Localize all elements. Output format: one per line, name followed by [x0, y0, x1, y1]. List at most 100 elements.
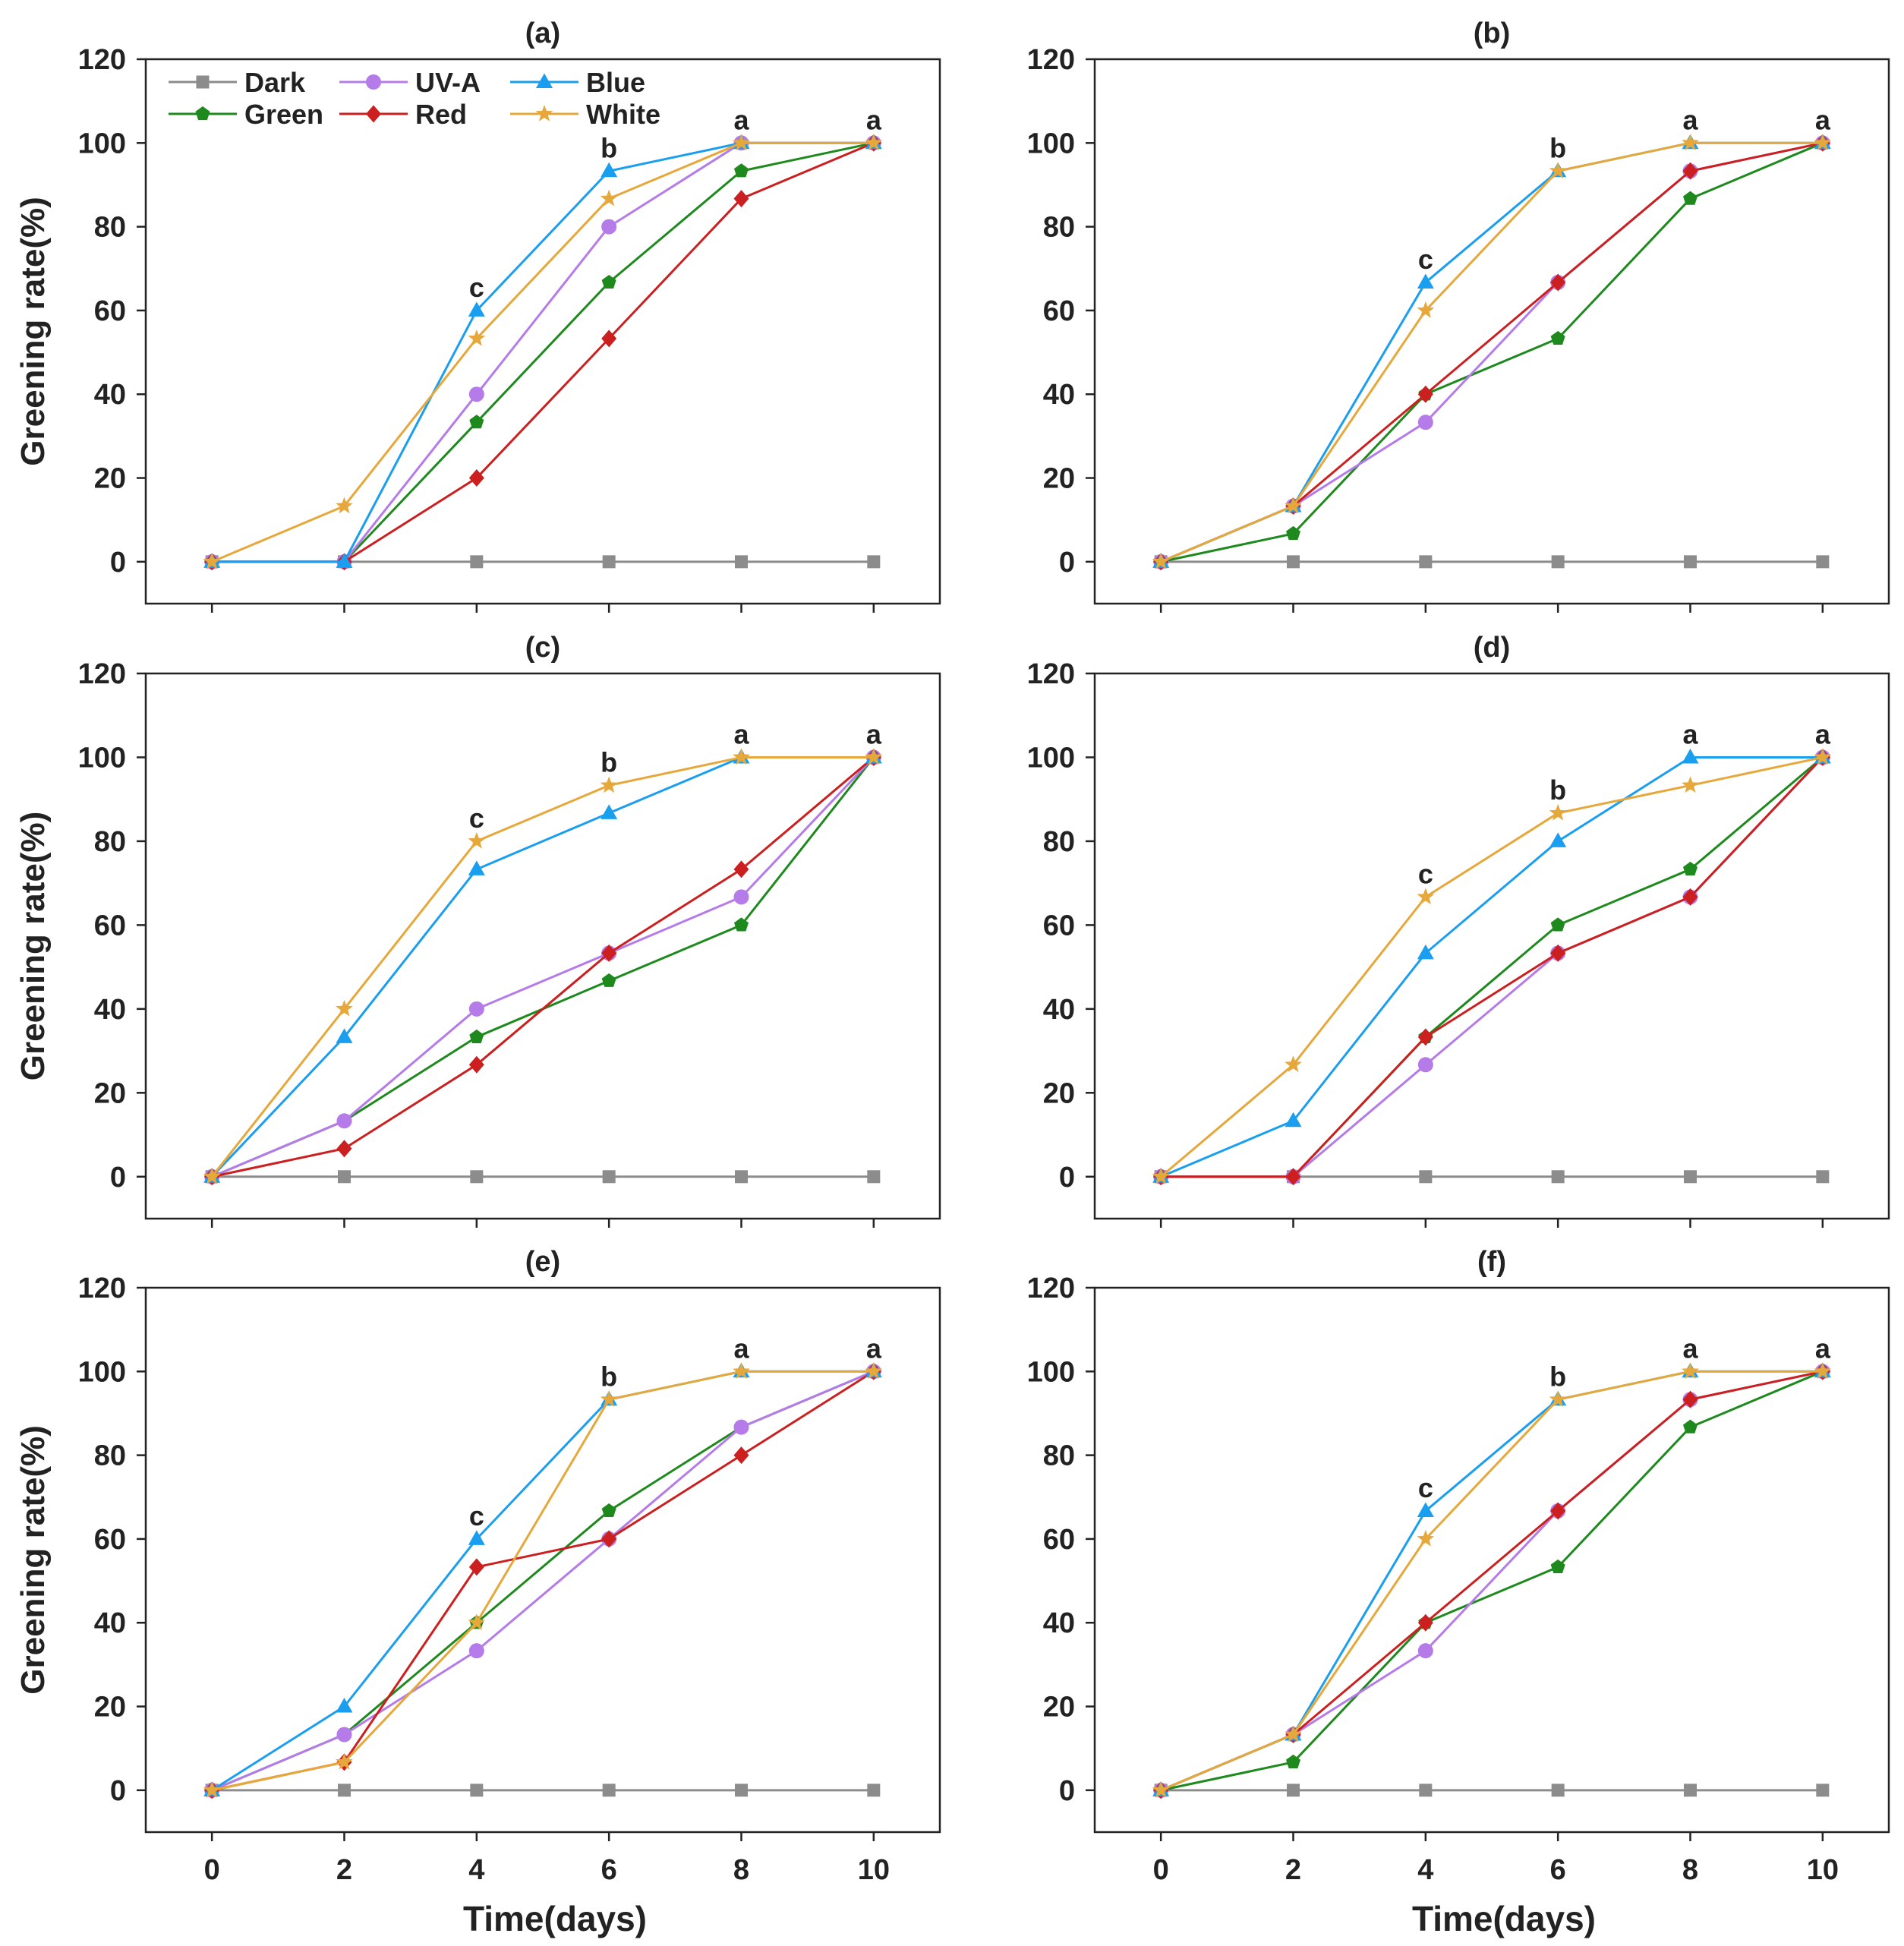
x-tick-label: 4 [1417, 1854, 1433, 1886]
y-tick-label: 80 [94, 212, 126, 244]
series-white [203, 748, 883, 1184]
significance-letter: c [1418, 858, 1433, 889]
series-white [1152, 748, 1832, 1184]
significance-letter: a [1815, 104, 1831, 135]
y-tick-label: 40 [1043, 1607, 1075, 1639]
legend-label: Blue [586, 67, 645, 98]
legend-marker [535, 105, 553, 121]
data-point [1287, 1784, 1300, 1797]
series-line [211, 755, 874, 1178]
data-point [733, 860, 749, 878]
series-line [1161, 756, 1824, 1178]
legend-entry: Red [339, 99, 467, 130]
data-point [336, 1113, 352, 1129]
data-point [336, 1752, 353, 1770]
y-tick-label: 20 [94, 1692, 126, 1724]
significance-letter: c [1418, 1472, 1433, 1503]
panel-title: (d) [1474, 632, 1511, 664]
plot-frame [144, 672, 941, 1220]
series-white [1152, 134, 1832, 569]
x-tick-label: 6 [1550, 1854, 1566, 1886]
y-axis-label: Greening rate(%) [14, 197, 52, 466]
legend-label: UV-A [415, 67, 481, 98]
significance-letter: b [1549, 132, 1566, 163]
y-tick-label: 40 [94, 1607, 126, 1639]
data-point [468, 1558, 484, 1576]
y-tick-label: 60 [94, 1524, 126, 1556]
data-point [1285, 1112, 1302, 1128]
legend-marker [195, 106, 210, 121]
data-point [470, 555, 484, 569]
data-point [469, 415, 484, 429]
data-point [865, 1362, 883, 1380]
data-point [1682, 1362, 1699, 1380]
data-point [1152, 1780, 1170, 1798]
x-tick-label: 8 [733, 1854, 749, 1886]
y-tick-label: 60 [1043, 1524, 1075, 1556]
significance-letter: a [866, 1333, 882, 1364]
series-line [212, 141, 875, 563]
legend-label: White [586, 99, 660, 130]
data-point [733, 748, 750, 765]
data-point [1417, 1529, 1435, 1547]
legend-label: Dark [244, 67, 306, 98]
data-point [338, 1784, 351, 1797]
data-point [601, 1503, 616, 1518]
data-point [468, 1530, 485, 1545]
data-point [601, 219, 617, 235]
y-tick-label: 60 [1043, 910, 1075, 941]
x-tick-label: 6 [601, 1854, 617, 1886]
y-tick-label: 40 [1043, 379, 1075, 411]
series-dark [1154, 555, 1830, 569]
data-point [1682, 162, 1698, 180]
plot-frame [1093, 672, 1890, 1220]
chart-panel-5: (e) 0 20 40 60 80 100 120 0 2 4 6 8 10 Greening rate(%… [14, 1246, 941, 1938]
data-point [1814, 134, 1832, 151]
significance-letter: a [733, 104, 749, 135]
significance-letter: c [1418, 244, 1433, 275]
series-line [1160, 1370, 1824, 1792]
panel-title: (c) [525, 632, 560, 664]
legend: Dark UV-A Blue Green Red White [169, 67, 660, 130]
data-point [1682, 1390, 1698, 1408]
y-tick-label: 60 [1043, 295, 1075, 327]
y-tick-label: 0 [110, 1162, 126, 1194]
data-point [1814, 1362, 1832, 1380]
y-tick-label: 20 [1043, 1077, 1075, 1109]
series-red [1153, 748, 1830, 1186]
data-point [600, 776, 618, 793]
x-tick-label: 4 [468, 1854, 484, 1886]
data-point [468, 1001, 484, 1017]
significance-letter: b [601, 746, 617, 777]
data-point [1550, 944, 1566, 962]
plot-frame [144, 1286, 941, 1834]
series-green [204, 135, 881, 568]
y-axis-label: Greening rate(%) [14, 1425, 52, 1695]
series-uv-a [1153, 1364, 1830, 1798]
plot-frame [1093, 1286, 1890, 1834]
data-point [1682, 748, 1699, 764]
data-point [1550, 330, 1565, 345]
data-point [735, 1784, 748, 1797]
data-point [602, 1170, 616, 1184]
series-line [211, 756, 875, 1178]
data-point [867, 1170, 881, 1184]
series-uv-a [1153, 135, 1830, 569]
series-line [210, 755, 874, 1178]
chart-panel-4: (d) 0 20 40 60 80 100 120 c b a a [1027, 632, 1890, 1228]
y-axis-label: Greening rate(%) [14, 812, 52, 1081]
data-point [601, 1530, 617, 1548]
series-line [1160, 141, 1823, 563]
series-line [1161, 756, 1824, 1178]
legend-marker [196, 75, 210, 89]
y-tick-label: 80 [1043, 1440, 1075, 1472]
data-point [1285, 497, 1302, 514]
data-point [733, 1362, 750, 1380]
y-tick-label: 0 [110, 547, 126, 579]
y-tick-label: 100 [78, 128, 126, 159]
data-point [1550, 917, 1565, 932]
panel-title: (a) [525, 17, 560, 49]
data-point [1550, 1559, 1565, 1573]
data-point [1417, 1643, 1433, 1659]
y-tick-label: 100 [1027, 742, 1075, 774]
